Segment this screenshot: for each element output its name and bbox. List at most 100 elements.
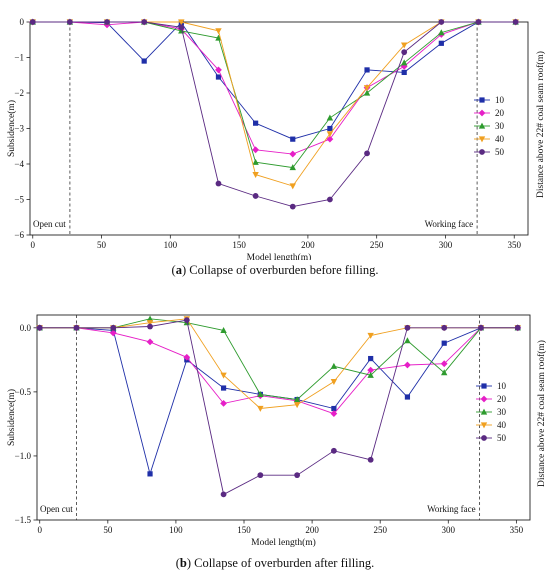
data-point: [441, 369, 448, 376]
data-point: [475, 19, 482, 25]
data-point: [512, 19, 519, 25]
y-tick-label: −0.5: [15, 387, 32, 397]
data-point: [289, 203, 296, 210]
y-tick-label: −5: [14, 195, 24, 205]
x-tick-label: 50: [97, 240, 107, 250]
legend-label: 40: [495, 134, 505, 144]
x-tick-label: 0: [31, 240, 36, 250]
series-40: [36, 316, 521, 412]
x-tick-label: 300: [442, 525, 456, 535]
chart-panel-a: 0 50 100 150 200 250 300 350 0 −1 −2 −3 −4 −5 −6 Model …: [6, 17, 546, 260]
legend-label: 20: [497, 394, 507, 404]
data-point: [400, 59, 408, 66]
annotation-label: Working face: [425, 219, 474, 229]
data-point: [326, 131, 334, 138]
data-point: [178, 19, 185, 26]
series-10: [37, 325, 521, 477]
caption-b: (b) Collapse of overburden after filling…: [175, 556, 375, 570]
annotation-label: Working face: [427, 504, 476, 514]
y-tick-label: −4: [14, 159, 24, 169]
data-point: [253, 120, 259, 126]
y-tick-label: −1: [14, 53, 24, 63]
caption-a-text: Collapse of overburden before filling.: [189, 263, 379, 277]
data-point: [438, 19, 445, 25]
data-point: [364, 67, 370, 73]
x-axis-label: Model length(m): [251, 537, 316, 548]
data-point: [401, 69, 407, 76]
data-point: [293, 402, 301, 409]
data-point: [289, 150, 297, 158]
data-point: [478, 324, 484, 331]
y-tick-label: 0.0: [20, 323, 32, 333]
series-line-50: [32, 21, 516, 208]
data-point: [441, 324, 448, 331]
caption-b-text: Collapse of overburden after filling.: [194, 556, 375, 570]
data-point: [183, 317, 190, 324]
legend-label: 50: [497, 433, 507, 443]
legend-marker: [481, 435, 487, 441]
series-line-10: [32, 21, 516, 140]
legend-marker: [478, 122, 486, 129]
data-point: [326, 114, 334, 121]
data-point: [257, 472, 264, 479]
x-tick-label: 50: [103, 525, 113, 535]
series-line-20: [32, 21, 516, 155]
x-tick-label: 100: [164, 240, 178, 250]
annotation-label: Open cut: [40, 504, 73, 514]
y-axis-label: Subsidence(m): [6, 100, 17, 157]
data-point: [326, 135, 334, 143]
x-tick-label: 200: [301, 240, 315, 250]
data-point: [215, 180, 222, 187]
series-line-50: [39, 319, 518, 496]
chart-panel-b: 0 50 100 150 200 250 300 350 0.0 −0.5 −1.0 −1.5 Mode…: [6, 314, 547, 548]
data-point: [363, 85, 371, 92]
data-point: [367, 366, 375, 374]
data-point: [141, 19, 148, 25]
data-point: [400, 42, 408, 49]
y-tick-label: −1.5: [15, 515, 32, 525]
data-point: [289, 164, 296, 171]
data-point: [438, 29, 445, 36]
x-tick-label: 250: [370, 240, 384, 250]
data-point: [146, 320, 154, 327]
data-point: [364, 150, 370, 157]
data-point: [327, 125, 333, 132]
data-point: [331, 405, 337, 412]
data-point: [220, 385, 227, 391]
x-tick-label: 350: [507, 240, 521, 250]
legend-marker: [479, 149, 485, 155]
legend-marker: [481, 383, 487, 389]
data-point: [327, 196, 333, 203]
legend: 10 20 30 40 50: [474, 95, 505, 157]
data-point: [441, 340, 447, 346]
data-point: [330, 362, 338, 369]
data-point: [257, 391, 264, 398]
data-point: [141, 58, 147, 64]
data-point: [215, 34, 222, 41]
legend-label: 10: [497, 381, 507, 391]
data-point: [252, 193, 259, 199]
data-point: [29, 19, 36, 25]
series-20: [29, 18, 520, 158]
y-tick-label: −3: [14, 124, 24, 134]
legend-label: 20: [495, 108, 505, 118]
data-point: [220, 372, 227, 379]
series-line-20: [39, 327, 518, 415]
x-tick-label: 100: [169, 525, 183, 535]
legend-label: 10: [495, 95, 505, 105]
data-point: [220, 491, 227, 498]
data-point: [330, 447, 337, 454]
y-tick-label: −1.0: [15, 451, 32, 461]
x-tick-label: 150: [237, 525, 251, 535]
data-point: [363, 89, 371, 96]
data-point: [220, 326, 227, 333]
series-line-40: [32, 21, 516, 187]
legend-label: 50: [495, 147, 505, 157]
data-point: [215, 74, 222, 80]
series-30: [36, 315, 521, 403]
data-point: [367, 456, 374, 463]
series-50: [29, 19, 519, 210]
x-tick-label: 0: [37, 525, 42, 535]
legend-label: 30: [495, 121, 505, 131]
data-point: [290, 136, 296, 142]
